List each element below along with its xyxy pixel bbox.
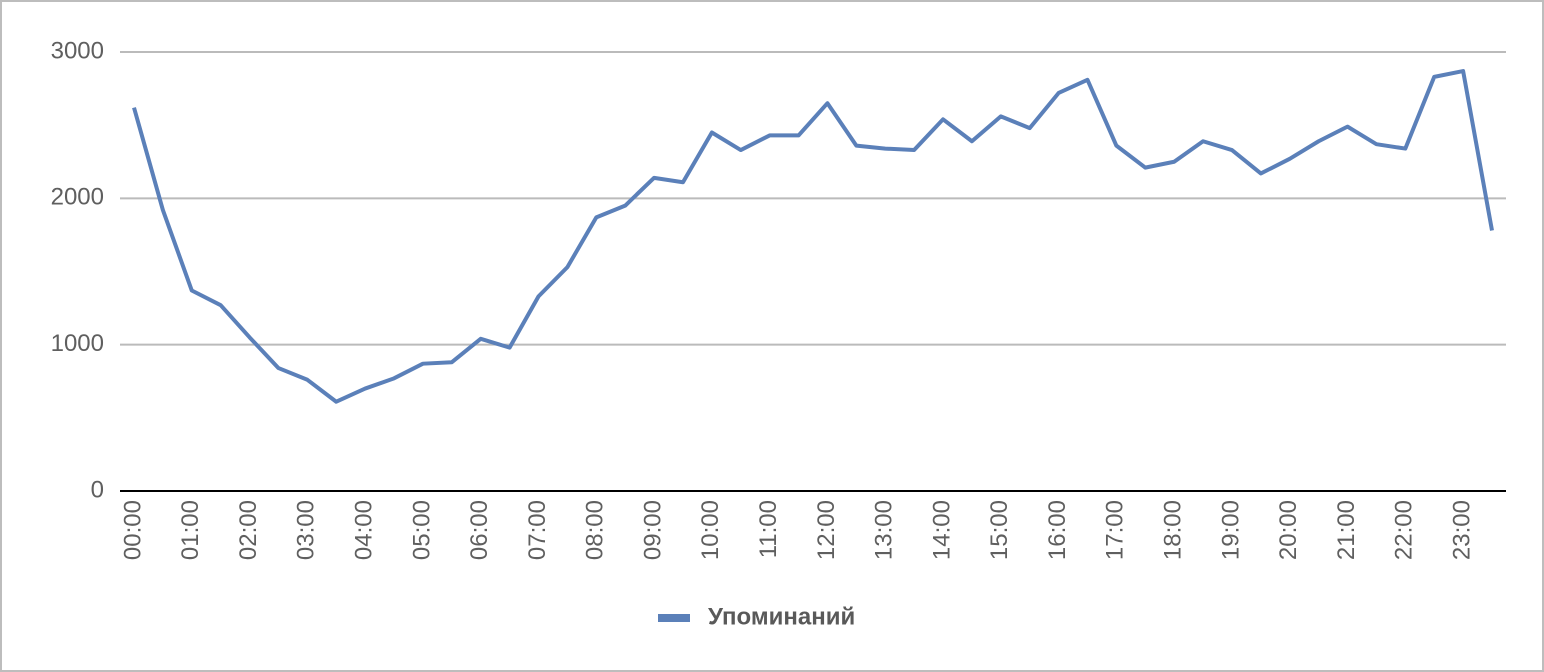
x-tick-label: 12:00	[813, 500, 840, 560]
y-tick-label: 0	[91, 476, 104, 503]
x-tick-label: 17:00	[1102, 500, 1129, 560]
x-tick-label: 22:00	[1391, 500, 1418, 560]
x-tick-label: 11:00	[755, 500, 782, 558]
x-tick-label: 13:00	[871, 500, 898, 560]
x-tick-label: 00:00	[119, 500, 146, 560]
legend-swatch	[658, 614, 690, 622]
line-series	[132, 69, 1494, 404]
x-tick-label: 21:00	[1333, 500, 1360, 560]
x-tick-label: 19:00	[1217, 500, 1244, 560]
x-tick-label: 20:00	[1275, 500, 1302, 560]
y-tick-label: 2000	[51, 184, 104, 211]
x-tick-label: 15:00	[986, 500, 1013, 560]
x-tick-label: 07:00	[524, 500, 551, 560]
y-tick-label: 3000	[51, 37, 104, 64]
x-tick-label: 16:00	[1044, 500, 1071, 560]
x-tick-label: 23:00	[1448, 500, 1475, 560]
x-tick-label: 04:00	[350, 500, 377, 560]
y-tick-label: 1000	[51, 330, 104, 357]
x-tick-label: 03:00	[293, 500, 320, 560]
x-tick-label: 09:00	[639, 500, 666, 560]
x-tick-label: 02:00	[235, 500, 262, 560]
x-tick-label: 18:00	[1160, 500, 1187, 560]
x-tick-label: 06:00	[466, 500, 493, 560]
x-tick-label: 08:00	[582, 500, 609, 560]
legend-label: Упоминаний	[708, 603, 855, 630]
x-tick-label: 14:00	[928, 500, 955, 560]
x-tick-label: 05:00	[408, 500, 435, 560]
x-tick-label: 01:00	[177, 500, 204, 560]
x-tick-label: 10:00	[697, 500, 724, 560]
